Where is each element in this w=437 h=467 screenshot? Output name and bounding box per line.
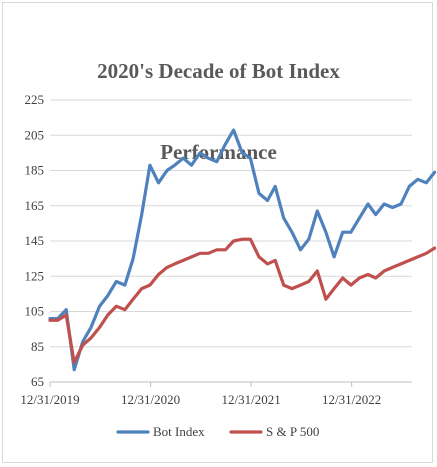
y-tick-label: 85 [31, 339, 44, 354]
legend-label-sp500: S & P 500 [266, 424, 319, 439]
y-tick-label: 65 [31, 374, 44, 389]
x-tick-label: 12/31/2019 [20, 392, 79, 407]
x-tick-label: 12/31/2022 [322, 392, 381, 407]
chart-title-line-1: 2020's Decade of Bot Index [97, 59, 340, 83]
y-tick-label: 105 [25, 304, 45, 319]
gridlines [50, 99, 412, 383]
chart-frame: 2020's Decade of Bot Index Performance [2, 2, 433, 463]
y-tick-label: 125 [25, 268, 45, 283]
x-tick-label: 12/31/2020 [121, 392, 180, 407]
y-tick-label: 145 [25, 233, 45, 248]
y-tick-label: 225 [25, 92, 45, 107]
series-line-sp500 [48, 237, 437, 365]
axes: 225 205 185 165 145 125 105 85 65 12/31/2019 12/31… [20, 92, 412, 407]
series-lines [48, 128, 437, 372]
y-tick-label: 185 [25, 163, 45, 178]
legend-label-bot-index: Bot Index [153, 424, 205, 439]
chart-title: 2020's Decade of Bot Index Performance [3, 31, 434, 166]
legend: Bot Index S & P 500 [116, 424, 319, 439]
series-line-bot-index [48, 128, 437, 372]
y-tick-label: 205 [25, 127, 45, 142]
y-tick-label: 165 [25, 198, 45, 213]
x-tick-label: 12/31/2021 [221, 392, 280, 407]
